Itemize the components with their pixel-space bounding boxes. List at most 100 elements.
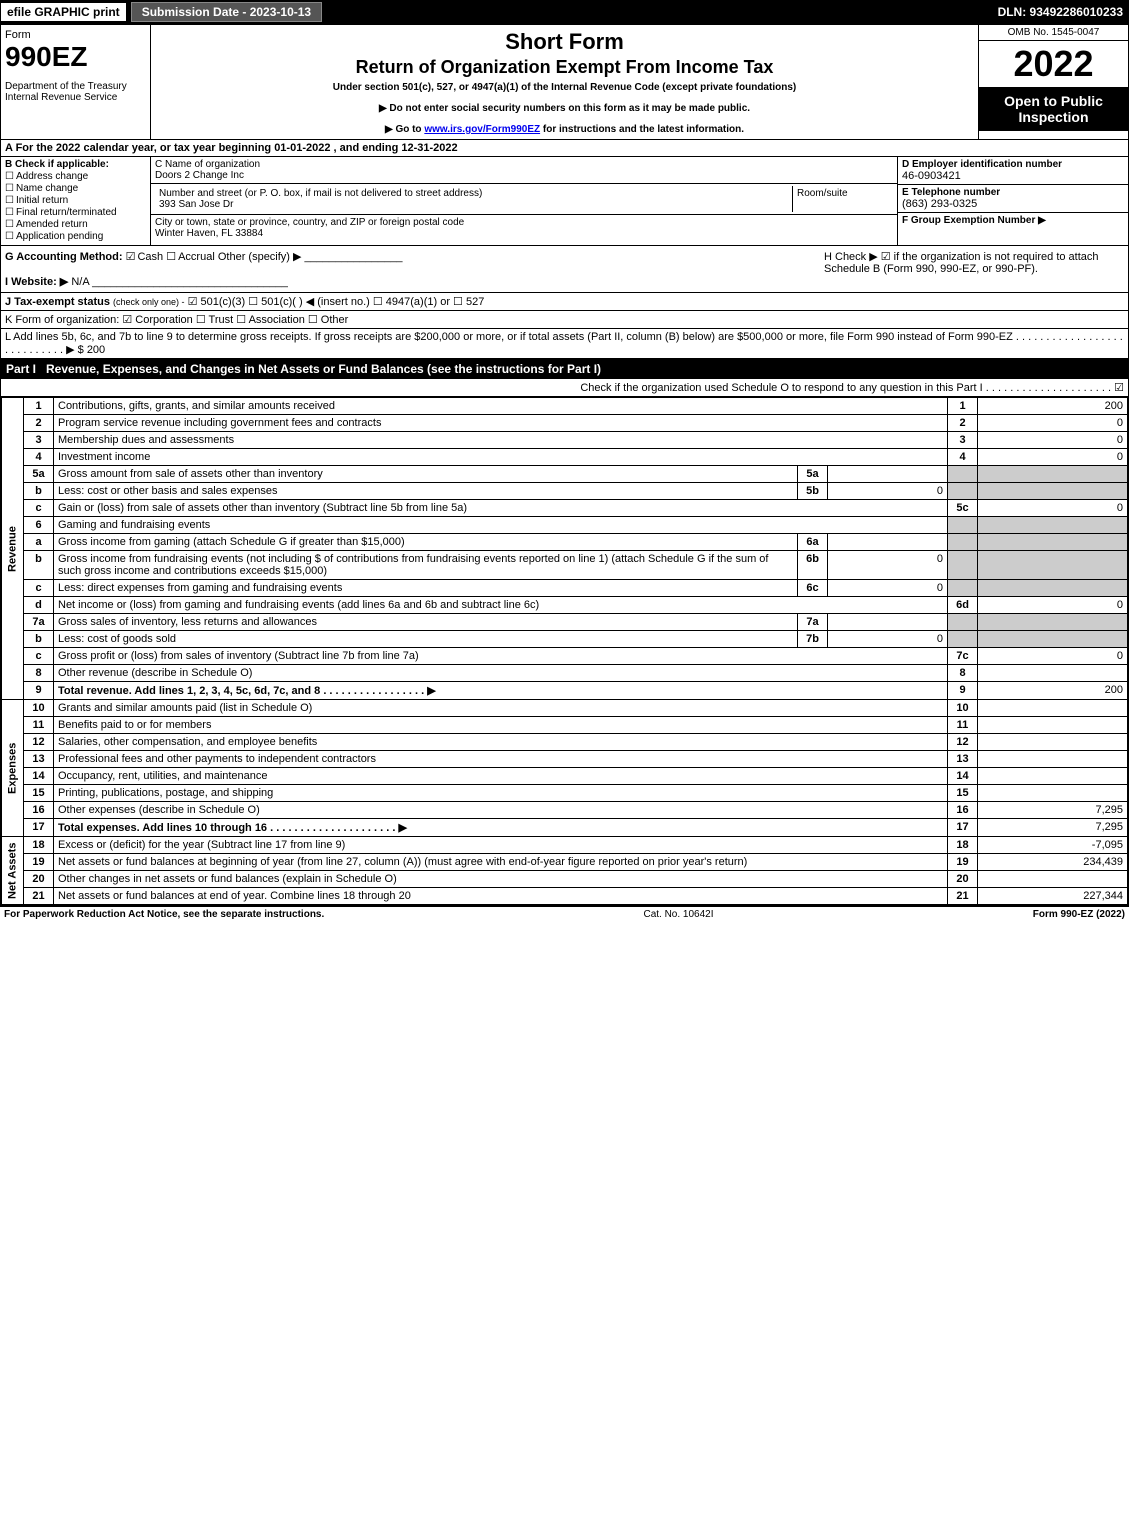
right-num: 12 (948, 734, 978, 751)
right-num: 4 (948, 449, 978, 466)
line-desc: Membership dues and assessments (54, 432, 948, 449)
part1-title: Revenue, Expenses, and Changes in Net As… (46, 362, 1123, 376)
inline-num: 5b (798, 483, 828, 500)
g-accrual[interactable]: Accrual (166, 251, 215, 263)
chk-application-pending[interactable]: Application pending (5, 231, 146, 242)
line-number: 4 (24, 449, 54, 466)
line-desc: Other expenses (describe in Schedule O) (54, 802, 948, 819)
j-label: J Tax-exempt status (5, 296, 110, 308)
right-val-shaded (978, 614, 1128, 631)
row-a-text: A For the 2022 calendar year, or tax yea… (5, 142, 458, 154)
line-number: 14 (24, 768, 54, 785)
line-desc: Program service revenue including govern… (54, 415, 948, 432)
right-val: 0 (978, 432, 1128, 449)
line-number: 13 (24, 751, 54, 768)
chk-name-change[interactable]: Name change (5, 183, 146, 194)
line-desc: Benefits paid to or for members (54, 717, 948, 734)
right-val: 7,295 (978, 819, 1128, 837)
inline-num: 7a (798, 614, 828, 631)
line-number: 6 (24, 517, 54, 534)
line-desc: Salaries, other compensation, and employ… (54, 734, 948, 751)
city: Winter Haven, FL 33884 (155, 228, 893, 239)
section-vertical-label: Revenue (2, 398, 24, 700)
line-j: J Tax-exempt status (check only one) - ☑… (0, 293, 1129, 311)
inline-val (828, 614, 948, 631)
irs-link[interactable]: www.irs.gov/Form990EZ (424, 124, 540, 135)
right-val-shaded (978, 534, 1128, 551)
line-desc: Gross income from gaming (attach Schedul… (54, 534, 798, 551)
right-num-shaded (948, 631, 978, 648)
part1-check-row: Check if the organization used Schedule … (0, 379, 1129, 397)
chk-address-change[interactable]: Address change (5, 171, 146, 182)
right-val: 0 (978, 597, 1128, 614)
line-desc: Less: cost or other basis and sales expe… (54, 483, 798, 500)
omb-number: OMB No. 1545-0047 (979, 25, 1128, 41)
section-gh: G Accounting Method: Cash Accrual Other … (0, 246, 1129, 293)
chk-final-return[interactable]: Final return/terminated (5, 207, 146, 218)
right-val (978, 751, 1128, 768)
right-val-shaded (978, 551, 1128, 580)
right-val: -7,095 (978, 837, 1128, 854)
right-num-shaded (948, 483, 978, 500)
efile-print-button[interactable]: efile GRAPHIC print (0, 2, 127, 22)
right-num: 16 (948, 802, 978, 819)
dln-label: DLN: 93492286010233 (998, 5, 1129, 19)
inline-val (828, 466, 948, 483)
g-other[interactable]: Other (specify) ▶ (218, 251, 302, 263)
line-number: b (24, 631, 54, 648)
right-num: 2 (948, 415, 978, 432)
right-val: 7,295 (978, 802, 1128, 819)
line-desc: Less: cost of goods sold (54, 631, 798, 648)
right-num: 15 (948, 785, 978, 802)
line-h: H Check ▶ ☑ if the organization is not r… (824, 250, 1124, 288)
g-cash[interactable]: Cash (126, 251, 164, 263)
right-num: 9 (948, 682, 978, 700)
line-desc: Excess or (deficit) for the year (Subtra… (54, 837, 948, 854)
street: 393 San Jose Dr (159, 199, 788, 210)
subtitle: Under section 501(c), 527, or 4947(a)(1)… (155, 82, 974, 93)
chk-amended-return[interactable]: Amended return (5, 219, 146, 230)
right-val: 0 (978, 648, 1128, 665)
note-link: ▶ Go to www.irs.gov/Form990EZ for instru… (155, 124, 974, 135)
inline-num: 7b (798, 631, 828, 648)
line-number: 2 (24, 415, 54, 432)
right-num: 6d (948, 597, 978, 614)
col-c-org-info: C Name of organization Doors 2 Change In… (151, 157, 898, 245)
line-i: I Website: ▶ N/A _______________________… (5, 275, 824, 288)
revenue-table: Revenue1Contributions, gifts, grants, an… (0, 397, 1129, 906)
line-number: 20 (24, 871, 54, 888)
right-num-shaded (948, 580, 978, 597)
chk-initial-return[interactable]: Initial return (5, 195, 146, 206)
right-num: 20 (948, 871, 978, 888)
inline-num: 6b (798, 551, 828, 580)
inline-val: 0 (828, 631, 948, 648)
line-desc: Net income or (loss) from gaming and fun… (54, 597, 948, 614)
part1-num: Part I (6, 362, 36, 376)
line-desc: Investment income (54, 449, 948, 466)
inline-val: 0 (828, 551, 948, 580)
right-val: 234,439 (978, 854, 1128, 871)
footer-left: For Paperwork Reduction Act Notice, see … (4, 909, 324, 920)
right-num-shaded (948, 466, 978, 483)
org-name: Doors 2 Change Inc (155, 170, 893, 181)
line-desc: Gross profit or (loss) from sales of inv… (54, 648, 948, 665)
col-b-checkboxes: B Check if applicable: Address change Na… (1, 157, 151, 245)
inline-num: 6a (798, 534, 828, 551)
right-val (978, 665, 1128, 682)
right-num-shaded (948, 614, 978, 631)
line-number: 12 (24, 734, 54, 751)
tel-label: E Telephone number (902, 187, 1000, 198)
line-desc: Net assets or fund balances at end of ye… (54, 888, 948, 905)
submission-date-button[interactable]: Submission Date - 2023-10-13 (131, 2, 322, 22)
footer: For Paperwork Reduction Act Notice, see … (0, 906, 1129, 922)
line-number: 19 (24, 854, 54, 871)
line-number: 16 (24, 802, 54, 819)
inline-val (828, 534, 948, 551)
ein-value: 46-0903421 (902, 170, 1124, 182)
j-small: (check only one) - (113, 297, 185, 307)
inline-num: 5a (798, 466, 828, 483)
j-opts: ☑ 501(c)(3) ☐ 501(c)( ) ◀ (insert no.) ☐… (188, 296, 485, 308)
right-val (978, 700, 1128, 717)
footer-form: Form 990-EZ (2022) (1033, 909, 1125, 920)
line-number: 10 (24, 700, 54, 717)
